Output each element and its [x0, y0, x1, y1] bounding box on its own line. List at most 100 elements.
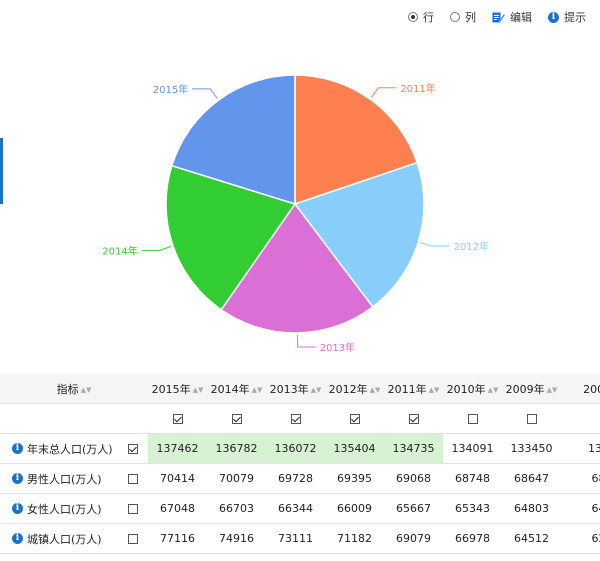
sort-icon: ▲▼ — [428, 385, 440, 394]
row-checkbox[interactable] — [128, 504, 138, 514]
pie-label: 2014年 — [102, 244, 137, 257]
sort-icon: ▲▼ — [487, 385, 499, 394]
info-icon[interactable]: i — [12, 503, 23, 514]
value-cell: 133450 — [502, 433, 561, 464]
sort-icon: ▲▼ — [80, 385, 92, 394]
pie-label-line — [420, 242, 450, 247]
pie-label-line — [192, 88, 218, 99]
info-icon[interactable]: i — [12, 473, 23, 484]
column-radio[interactable] — [450, 12, 460, 22]
row-checkbox-cell — [118, 433, 148, 464]
column-header-label: 2015年 — [151, 382, 191, 396]
value-cell: 64803 — [502, 493, 561, 524]
indicator-header[interactable]: 指标 ▲▼ — [0, 374, 148, 404]
value-cell: 66344 — [266, 493, 325, 524]
column-option[interactable]: 列 — [450, 9, 476, 25]
column-checkbox[interactable] — [231, 414, 242, 424]
column-header-label: 2014年 — [210, 382, 250, 396]
column-checkbox[interactable] — [349, 414, 360, 424]
value-cell: 61866 — [207, 553, 266, 561]
value-cell: 66009 — [325, 493, 384, 524]
value-cell: 64222 — [325, 553, 384, 561]
row-checkbox[interactable] — [128, 534, 138, 544]
row-checkbox[interactable] — [128, 474, 138, 484]
pie-slice-2013[interactable] — [220, 202, 374, 334]
value-cell: 69068 — [384, 463, 443, 494]
column-checkbox[interactable] — [172, 414, 183, 424]
column-header[interactable]: 2010年 ▲▼ — [443, 374, 502, 404]
column-checkbox[interactable] — [526, 414, 537, 424]
pie-slice-2012[interactable] — [293, 161, 425, 308]
value-cell: 62403 — [561, 523, 600, 554]
column-checkbox[interactable] — [408, 414, 419, 424]
value-cell: 67048 — [148, 493, 207, 524]
column-header[interactable]: 2014年 ▲▼ — [207, 374, 266, 404]
column-header[interactable]: 2011年 ▲▼ — [384, 374, 443, 404]
left-accent-bar — [0, 138, 3, 204]
pie-slice-2011[interactable] — [294, 74, 419, 206]
value-cell: 69079 — [384, 523, 443, 554]
value-cell: 65667 — [384, 493, 443, 524]
column-header-label: 2010年 — [446, 382, 486, 396]
value-cell: 70414 — [148, 463, 207, 494]
indicator-wrap: i 女性人口(万人) — [12, 501, 118, 517]
column-header[interactable]: 2008年▲▼ — [561, 374, 600, 404]
checkbox-row-spacer — [0, 403, 148, 434]
value-cell: 134735 — [384, 433, 443, 464]
value-cell: 71182 — [325, 523, 384, 554]
row-checkbox[interactable] — [128, 444, 138, 454]
pie-chart: 2011年 2012年 2013年 2014年 2015年 — [102, 74, 489, 354]
edit-button[interactable]: 编辑 — [492, 9, 532, 25]
pie-slice-2015[interactable] — [170, 74, 296, 206]
row-option[interactable]: 行 — [408, 9, 434, 25]
info-icon[interactable]: i — [12, 533, 23, 544]
indicator-cell: i 年末总人口(万人) — [0, 433, 118, 464]
column-checkbox-row — [0, 403, 600, 434]
info-icon[interactable]: i — [12, 443, 23, 454]
value-cell: 69728 — [266, 463, 325, 494]
value-cell: 64512 — [502, 523, 561, 554]
pie-label-line — [370, 87, 397, 98]
value-cell: 73111 — [266, 523, 325, 554]
toolbar: 行 列 编辑 i 提示 — [408, 8, 586, 26]
value-cell: 70079 — [207, 463, 266, 494]
value-cell: 67113 — [443, 553, 502, 561]
column-checkbox-cell — [561, 403, 600, 434]
sort-icon: ▲▼ — [310, 385, 322, 394]
column-header[interactable]: 2013年 ▲▼ — [266, 374, 325, 404]
value-cell: 68938 — [502, 553, 561, 561]
edit-label: 编辑 — [510, 11, 532, 24]
pie-label: 2015年 — [153, 83, 188, 96]
value-cell: 70399 — [561, 553, 600, 561]
value-cell: 137462 — [148, 433, 207, 464]
column-checkbox-cell — [502, 403, 561, 434]
indicator-wrap: i 男性人口(万人) — [12, 471, 118, 487]
row-radio[interactable] — [408, 12, 418, 22]
info-icon: i — [548, 11, 559, 23]
column-label: 列 — [465, 11, 476, 24]
table-header-row: 指标 ▲▼ 2015年 ▲▼ 2014年 ▲▼ 2013年 ▲▼ 2012年 ▲▼ 2011年 ▲▼… — [0, 374, 600, 404]
value-cell: 77116 — [148, 523, 207, 554]
pie-slice-2014[interactable] — [165, 164, 297, 311]
data-table-container: 指标 ▲▼ 2015年 ▲▼ 2014年 ▲▼ 2013年 ▲▼ 2012年 ▲▼ 2011年 ▲▼… — [0, 374, 600, 561]
row-checkbox-cell — [118, 553, 148, 561]
column-checkbox-cell — [148, 403, 207, 434]
row-checkbox-cell — [118, 463, 148, 494]
column-header[interactable]: 2012年 ▲▼ — [325, 374, 384, 404]
value-cell: 68748 — [443, 463, 502, 494]
column-header[interactable]: 2015年 ▲▼ — [148, 374, 207, 404]
sort-icon: ▲▼ — [251, 385, 263, 394]
table-row: i 年末总人口(万人) 137462 136782 136072 135404 134735… — [0, 433, 600, 464]
column-checkbox[interactable] — [467, 414, 478, 424]
column-header-label: 2009年 — [505, 382, 545, 396]
indicator-name: 城镇人口(万人) — [27, 532, 102, 546]
column-header[interactable]: 2009年 ▲▼ — [502, 374, 561, 404]
hint-label: 提示 — [564, 11, 586, 24]
indicator-cell: i 城镇人口(万人) — [0, 523, 118, 554]
hint-button[interactable]: i 提示 — [548, 9, 586, 25]
pie-label-line — [296, 334, 316, 348]
indicator-name: 年末总人口(万人) — [27, 442, 113, 456]
column-checkbox[interactable] — [290, 414, 301, 424]
indicator-name: 女性人口(万人) — [27, 502, 102, 516]
column-header-label: 2008年 — [583, 382, 600, 396]
